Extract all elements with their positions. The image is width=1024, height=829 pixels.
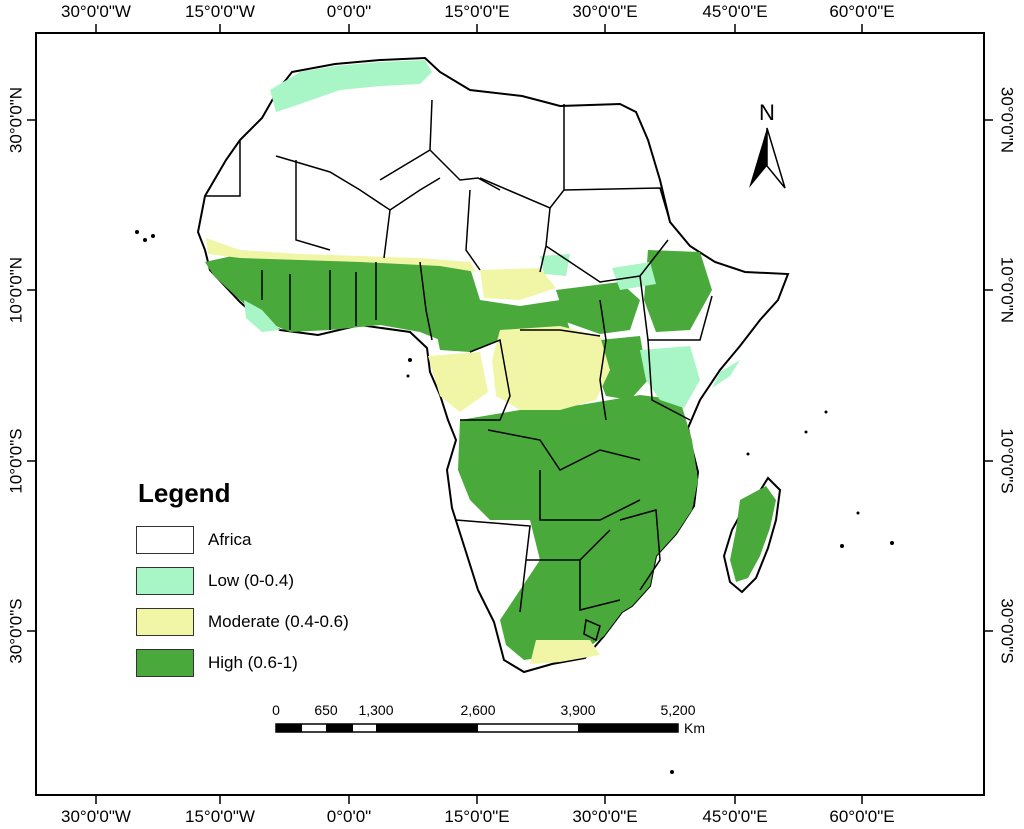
lon-tick-top: 15°0'0"E (444, 2, 509, 21)
zone-high (556, 282, 640, 334)
zone-high (205, 252, 480, 340)
legend-label: Moderate (0.4-0.6) (208, 612, 349, 631)
lat-tick-left: 10°0'0"S (6, 428, 25, 493)
scale-segment (276, 724, 302, 732)
graticule-ticks (27, 24, 993, 804)
lat-tick-right: 30°0'0"N (998, 87, 1017, 153)
islands (135, 230, 894, 774)
longitude-labels-bottom: 30°0'0"W 15°0'0"W 0°0'0" 15°0'0"E 30°0'0… (61, 807, 895, 826)
zone-moderate (428, 352, 488, 412)
zone-low (540, 254, 570, 276)
scale-segment (578, 724, 678, 732)
lon-tick-top: 0°0'0" (327, 2, 371, 21)
scale-label: 2,600 (460, 702, 495, 718)
north-letter: N (759, 100, 775, 125)
scale-unit: Km (684, 720, 705, 736)
scale-segment (376, 724, 478, 732)
legend-label: High (0.6-1) (208, 653, 298, 672)
legend-label: Low (0-0.4) (208, 571, 294, 590)
zone-low (270, 60, 432, 112)
zone-low (244, 300, 280, 332)
lat-tick-right: 10°0'0"N (998, 257, 1017, 323)
zone-high (644, 250, 712, 332)
lat-tick-left: 30°0'0"S (6, 598, 25, 663)
legend-item: Low (0-0.4) (136, 566, 436, 596)
map-frame (35, 32, 985, 796)
scale-label: 3,900 (560, 702, 595, 718)
latitude-labels-right: 30°0'0"N 10°0'0"N 10°0'0"S 30°0'0"S (998, 87, 1017, 664)
lon-tick-bottom: 0°0'0" (327, 807, 371, 826)
legend-swatch (136, 567, 194, 595)
lon-tick-top: 60°0'0"E (829, 2, 894, 21)
legend: Legend Africa Low (0-0.4) Moderate (0.4-… (136, 478, 436, 689)
north-arrow: N (745, 100, 789, 192)
legend-swatch (136, 608, 194, 636)
scale-bar: 0 650 1,300 2,600 3,900 5,200 Km (272, 702, 705, 736)
scale-segment (326, 724, 353, 732)
legend-item: Africa (136, 525, 436, 555)
legend-item: High (0.6-1) (136, 648, 436, 678)
lat-tick-left: 10°0'0"N (6, 257, 25, 323)
zone-low (712, 360, 740, 388)
legend-label: Africa (208, 530, 252, 549)
lon-tick-bottom: 30°0'0"W (61, 807, 131, 826)
zone-high (458, 395, 698, 660)
scale-label: 1,300 (358, 702, 393, 718)
zone-moderate (480, 268, 556, 300)
legend-item: Moderate (0.4-0.6) (136, 607, 436, 637)
country-borders (205, 99, 713, 642)
lon-tick-top: 30°0'0"W (61, 2, 131, 21)
zone-high (730, 486, 776, 582)
lon-tick-bottom: 15°0'0"W (185, 807, 255, 826)
legend-swatch (136, 649, 194, 677)
lat-tick-left: 30°0'0"N (6, 87, 25, 153)
zone-moderate (492, 326, 610, 410)
suitability-zones (205, 60, 776, 664)
lon-tick-top: 30°0'0"E (572, 2, 637, 21)
scale-label: 650 (314, 702, 338, 718)
lat-tick-right: 30°0'0"S (998, 598, 1017, 663)
zone-high (596, 336, 648, 400)
legend-swatch (136, 526, 194, 554)
lon-tick-top: 15°0'0"W (185, 2, 255, 21)
scale-label: 0 (272, 702, 280, 718)
lat-tick-right: 10°0'0"S (998, 428, 1017, 493)
lon-tick-bottom: 45°0'0"E (702, 807, 767, 826)
latitude-labels-left: 30°0'0"N 10°0'0"N 10°0'0"S 30°0'0"S (6, 87, 25, 664)
lon-tick-bottom: 30°0'0"E (572, 807, 637, 826)
longitude-labels-top: 30°0'0"W 15°0'0"W 0°0'0" 15°0'0"E 30°0'0… (61, 2, 895, 21)
legend-title: Legend (138, 478, 231, 508)
lon-tick-top: 45°0'0"E (702, 2, 767, 21)
zone-moderate (206, 238, 476, 272)
north-arrow-icon (749, 127, 786, 189)
zone-low (640, 346, 700, 408)
scale-label: 5,200 (660, 702, 695, 718)
lon-tick-bottom: 15°0'0"E (444, 807, 509, 826)
lon-tick-bottom: 60°0'0"E (829, 807, 894, 826)
zone-moderate (530, 640, 600, 664)
